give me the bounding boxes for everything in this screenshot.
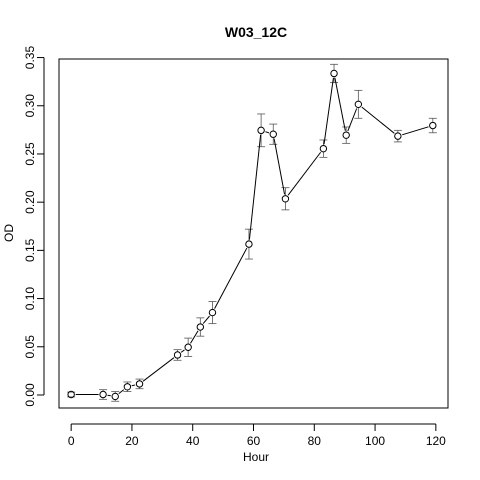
data-point [429, 121, 437, 130]
error-bar [244, 228, 253, 260]
error-bar [173, 349, 182, 361]
series-line-segment [248, 134, 262, 240]
series-line-segment [118, 389, 125, 395]
series-line-segment [142, 357, 175, 382]
y-tick-label: 0.10 [23, 287, 37, 311]
x-tick-label: 80 [308, 434, 322, 448]
series-line-segment [202, 315, 210, 324]
error-bar [208, 301, 217, 325]
x-tick-label: 100 [365, 434, 385, 448]
data-point [257, 126, 265, 135]
data-point [111, 392, 119, 401]
error-bar [269, 123, 278, 145]
y-tick-label: 0.00 [23, 383, 37, 407]
x-tick-label: 40 [186, 434, 200, 448]
error-bar [123, 381, 132, 393]
data-point [281, 195, 290, 203]
data-point [67, 390, 75, 399]
data-point [196, 323, 205, 331]
error-bar [281, 187, 290, 211]
data-point [208, 308, 217, 317]
series-line-segment [265, 131, 270, 134]
error-bar [319, 139, 328, 158]
x-tick-label: 120 [426, 434, 446, 448]
x-axis: 0 20 40 60 80 100 120 [68, 423, 446, 448]
data-point [99, 390, 107, 399]
x-axis-label: Hour [243, 450, 269, 464]
error-bar [196, 317, 205, 337]
y-tick-label: 0.30 [23, 94, 37, 118]
chart-title: W03_12C [225, 24, 287, 40]
data-point [269, 130, 277, 138]
series-line-segment [323, 77, 334, 145]
y-tick-label: 0.35 [23, 46, 37, 70]
data-point [123, 383, 132, 391]
x-tick-label: 60 [247, 434, 261, 448]
error-bar [257, 113, 266, 148]
data-point [135, 380, 144, 388]
series-line-segment [131, 384, 136, 387]
data-point [245, 240, 253, 248]
series-line-segment [180, 349, 185, 353]
data-point [319, 144, 328, 153]
y-tick-label: 0.20 [23, 190, 37, 214]
data-point [173, 351, 182, 359]
y-axis: 0.00 0.05 0.10 0.15 0.20 0.25 0.30 0.35 [23, 46, 45, 407]
y-tick-label: 0.25 [23, 142, 37, 166]
x-tick-label: 0 [68, 434, 75, 448]
series-line-segment [334, 77, 346, 131]
error-bar [354, 89, 363, 119]
error-bar [330, 63, 339, 84]
data-point [184, 343, 192, 351]
data-point [330, 69, 338, 78]
error-bar [184, 337, 193, 357]
series-line-segment [214, 247, 248, 309]
plot-frame [58, 58, 449, 409]
series-line-segment [402, 126, 429, 136]
series-line-segment [107, 394, 111, 397]
series-line-segment [361, 106, 395, 134]
y-tick-label: 0.15 [23, 238, 37, 262]
error-bar [342, 126, 351, 144]
series-line-segment [273, 138, 286, 195]
series-line-segment [190, 330, 199, 344]
data-point [354, 100, 363, 109]
data-point [342, 131, 350, 139]
series-line-segment [347, 108, 358, 132]
y-tick-label: 0.05 [23, 335, 37, 359]
x-tick-label: 20 [125, 434, 139, 448]
data-point [394, 132, 402, 140]
data-series [67, 63, 437, 402]
error-bar [428, 117, 437, 134]
y-axis-label: OD [2, 224, 16, 242]
series-line-segment [287, 151, 322, 196]
